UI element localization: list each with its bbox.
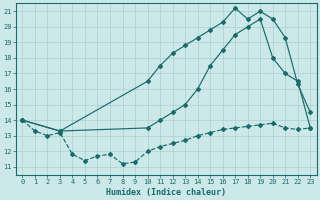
X-axis label: Humidex (Indice chaleur): Humidex (Indice chaleur) (106, 188, 226, 197)
